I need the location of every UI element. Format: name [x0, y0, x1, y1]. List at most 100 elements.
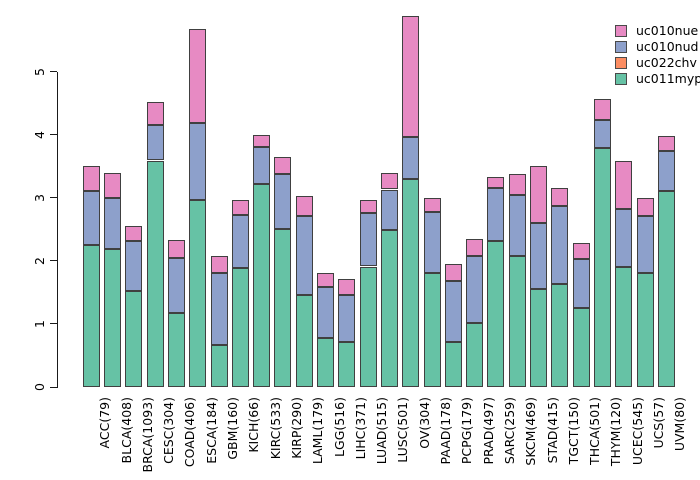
x-axis-label: LUSC(501)	[395, 397, 411, 463]
bar-segment-uc011myp	[295, 294, 313, 387]
bar-segment-uc010nud	[466, 255, 484, 324]
legend-swatch	[615, 57, 627, 69]
bar-segment-uc010nue	[253, 134, 271, 148]
bar-segment-uc011myp	[253, 183, 271, 387]
bar-segment-uc010nud	[551, 205, 569, 285]
legend-label: uc011myp	[636, 71, 700, 86]
bar-segment-uc011myp	[146, 160, 164, 387]
bar-segment-uc010nue	[636, 198, 654, 216]
x-axis-label: PRAD(497)	[480, 397, 496, 465]
bar-segment-uc011myp	[317, 338, 334, 387]
x-axis-label: UCEC(545)	[629, 397, 645, 466]
bar-segment-uc011myp	[487, 240, 505, 387]
bar-segment-uc010nud	[274, 173, 292, 230]
bar-segment-uc011myp	[466, 323, 484, 387]
bar-segment-uc010nue	[530, 166, 547, 223]
legend-item: uc022chv	[615, 56, 700, 69]
bar-segment-uc010nud	[359, 212, 377, 267]
bar-segment-uc010nue	[657, 135, 675, 151]
bar-segment-uc010nud	[572, 258, 590, 309]
bar-segment-uc011myp	[167, 312, 185, 387]
bar-segment-uc010nud	[189, 122, 207, 201]
x-axis-label: THCA(501)	[587, 397, 603, 465]
x-axis-label: LUAD(515)	[374, 397, 390, 465]
bar-segment-uc010nue	[444, 264, 462, 281]
x-axis-label: KIRP(290)	[288, 397, 304, 459]
bar-segment-uc010nud	[253, 147, 271, 184]
bar-segment-uc010nue	[423, 197, 441, 212]
bar-segment-uc010nue	[572, 242, 590, 259]
bar-segment-uc010nud	[636, 216, 654, 273]
bar-segment-uc010nue	[104, 172, 121, 199]
y-axis-tick	[50, 71, 57, 72]
bar-segment-uc011myp	[338, 341, 356, 387]
x-axis-label: UVM(80)	[672, 397, 688, 452]
bar-segment-uc010nud	[295, 216, 313, 295]
legend-label: uc010nue	[636, 23, 699, 38]
bar-segment-uc010nud	[146, 125, 164, 161]
x-axis-label: PAAD(178)	[438, 397, 453, 465]
bar-segment-uc010nud	[82, 190, 100, 246]
x-axis-label: KICH(66)	[246, 397, 262, 453]
bar-segment-uc010nue	[380, 173, 398, 190]
y-axis-tick-label: 3	[32, 193, 47, 202]
bar-segment-uc010nud	[487, 188, 505, 241]
bar-segment-uc010nue	[402, 16, 420, 137]
x-axis-label: PCPG(179)	[459, 397, 475, 465]
bar-segment-uc011myp	[444, 341, 462, 387]
x-axis-label: THYM(120)	[608, 397, 624, 467]
x-axis-label: LIHC(371)	[352, 397, 368, 460]
bar-segment-uc010nud	[210, 273, 228, 345]
bar-segment-uc010nud	[125, 241, 143, 291]
x-axis-label: CESC(304)	[161, 397, 177, 464]
bar-segment-uc011myp	[423, 273, 441, 387]
y-axis-tick	[50, 197, 57, 199]
bar-segment-uc010nue	[189, 29, 207, 123]
x-axis-label: TGCT(150)	[565, 397, 581, 465]
x-axis-label: COAD(406)	[182, 397, 198, 468]
bar-segment-uc010nud	[530, 222, 547, 290]
bar-segment-uc010nud	[104, 198, 121, 250]
x-axis-label: GBM(160)	[225, 397, 240, 460]
bar-segment-uc011myp	[104, 249, 121, 387]
bar-segment-uc010nue	[338, 279, 356, 295]
bar-segment-uc011myp	[402, 178, 420, 387]
y-axis-tick	[50, 386, 57, 388]
x-axis-label: ACC(79)	[97, 397, 113, 449]
bar-segment-uc010nud	[444, 281, 462, 342]
x-axis-label: STAD(415)	[544, 397, 560, 464]
bar-segment-uc011myp	[274, 229, 292, 388]
bar-segment-uc010nud	[380, 189, 398, 230]
bar-segment-uc011myp	[636, 272, 654, 387]
y-axis-line	[57, 71, 58, 388]
bar-segment-uc011myp	[551, 284, 569, 387]
bar-segment-uc010nud	[615, 209, 633, 268]
bar-segment-uc011myp	[231, 268, 249, 387]
y-axis-tick	[50, 260, 57, 262]
bar-segment-uc010nue	[593, 99, 611, 121]
bar-segment-uc010nue	[125, 226, 143, 242]
y-axis-tick-label: 2	[32, 256, 47, 265]
bar-segment-uc011myp	[615, 267, 633, 387]
bar-segment-uc011myp	[593, 147, 611, 387]
bar-segment-uc010nue	[508, 173, 526, 196]
legend-item: uc011myp	[615, 71, 700, 86]
legend-item: uc010nue	[615, 23, 700, 38]
bar-segment-uc011myp	[359, 266, 377, 387]
bar-segment-uc010nue	[146, 102, 164, 126]
x-axis-label: OV(304)	[416, 397, 432, 449]
bar-segment-uc011myp	[530, 289, 547, 387]
bar-segment-uc010nue	[274, 156, 292, 174]
x-axis-label: SKCM(469)	[523, 397, 539, 466]
bar-segment-uc010nue	[231, 200, 249, 215]
legend-item: uc010nud	[615, 39, 700, 54]
legend-label: uc010nud	[636, 39, 699, 54]
bar-segment-uc010nue	[466, 239, 484, 256]
y-axis-tick-label: 0	[32, 383, 47, 391]
bar-segment-uc011myp	[508, 256, 526, 387]
y-axis-tick	[50, 323, 57, 325]
x-axis-label: LAML(179)	[310, 397, 326, 465]
bar-segment-uc010nue	[167, 240, 185, 259]
x-axis-label: KIRC(533)	[267, 397, 283, 460]
bar-segment-uc010nud	[593, 120, 611, 148]
